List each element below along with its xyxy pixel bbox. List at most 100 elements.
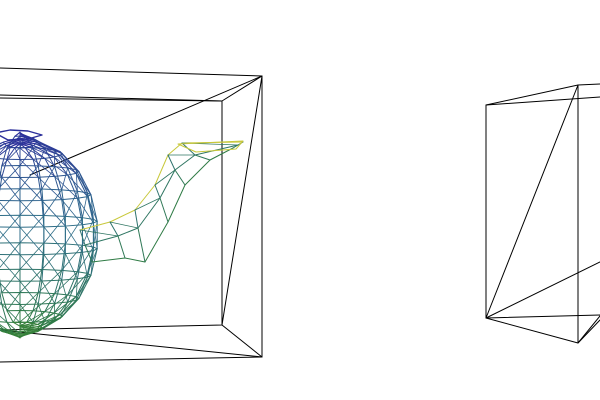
teapot-longitude-edge <box>32 147 39 167</box>
teapot-longitude-edge <box>6 135 16 149</box>
spout-ring-edge <box>84 244 93 263</box>
teapot-longitude-edge <box>53 156 69 176</box>
teapot-longitude-edge <box>61 297 80 318</box>
teapot-diagonal-edge <box>41 166 56 190</box>
teapot-longitude-edge <box>37 280 43 305</box>
teapot-diagonal-edge <box>61 244 83 271</box>
teapot-diagonal-edge <box>6 158 21 178</box>
teapot-longitude-edge <box>32 311 46 324</box>
teapot-diagonal-edge <box>44 294 69 313</box>
teapot-diagonal-edge <box>0 328 8 334</box>
teapot-longitude-edge <box>44 148 56 168</box>
bbox-diagonal <box>221 75 263 326</box>
teapot-longitude-edge <box>67 271 78 296</box>
teapot-diagonal-edge <box>1 303 21 323</box>
bbox-edge <box>221 75 263 102</box>
teapot-longitude-edge <box>6 321 14 335</box>
teapot-diagonal-edge <box>87 248 98 274</box>
teapot-diagonal-edge <box>61 279 69 303</box>
teapot-longitude-edge <box>35 143 61 156</box>
bbox-diagonal <box>0 329 263 358</box>
bbox-diagonal <box>29 75 263 176</box>
teapot-longitude-edge <box>78 171 92 196</box>
teapot-longitude-edge <box>26 310 34 323</box>
teapot-longitude-edge <box>86 196 94 224</box>
teapot-longitude-edge <box>41 188 45 217</box>
teapot-longitude-edge <box>67 167 78 192</box>
spout-ring-edge <box>137 227 146 263</box>
spout-tip <box>177 140 244 153</box>
teapot-diagonal-edge <box>0 202 21 228</box>
teapot-diagonal-edge <box>54 271 78 295</box>
spout-middle-curve <box>84 144 239 246</box>
teapot-diagonal-edge <box>67 174 88 198</box>
teapot-longitude-edge <box>0 145 8 150</box>
teapot-diagonal-edge <box>19 177 43 201</box>
spout-ring-edge <box>232 144 239 149</box>
teapot-diagonal-edge <box>41 280 56 304</box>
teapot-longitude-edge <box>44 293 56 313</box>
teapot-diagonal-edge <box>19 147 34 166</box>
teapot-diagonal-edge <box>19 322 34 327</box>
teapot-diagonal-edge <box>19 135 26 148</box>
teapot-longitude-edge <box>0 289 3 305</box>
teapot-longitude-edge <box>61 189 66 217</box>
teapot-diagonal-edge <box>6 321 21 335</box>
teapot-diagonal-edge <box>64 217 83 245</box>
cube-diagonal <box>485 84 579 319</box>
teapot-longitude-edge <box>32 292 39 312</box>
teapot-diagonal-edge <box>19 292 39 311</box>
teapot-diagonal-edge <box>19 147 34 160</box>
teapot-longitude-edge <box>9 142 21 148</box>
teapot-spout-wireframe <box>79 140 244 263</box>
teapot-diagonal-edge <box>6 146 11 160</box>
teapot-diagonal-edge <box>77 246 94 273</box>
spout-ring-edge <box>194 154 211 161</box>
teapot-diagonal-edge <box>64 190 78 217</box>
teapot-longitude-edge <box>1 158 8 178</box>
teapot-longitude-edge <box>61 199 66 227</box>
teapot-longitude-edge <box>24 135 34 149</box>
teapot-longitude-edge <box>59 296 77 316</box>
teapot-diagonal-edge <box>0 282 21 305</box>
teapot-diagonal-edge <box>19 304 34 323</box>
teapot-diagonal-edge <box>19 188 43 216</box>
teapot-diagonal-edge <box>14 147 21 160</box>
spout-ring-edge <box>79 229 86 246</box>
teapot-longitude-edge <box>67 278 78 303</box>
teapot-longitude-edge <box>78 274 92 299</box>
spout-diagonal-edge <box>154 169 176 186</box>
teapot-longitude-edge <box>75 169 88 194</box>
teapot-longitude-edge <box>37 165 43 190</box>
teapot-diagonal-edge <box>41 243 66 270</box>
teapot-diagonal-edge <box>82 192 88 219</box>
teapot-longitude-edge <box>19 131 26 137</box>
teapot-longitude-edge <box>61 253 66 281</box>
teapot-longitude-edge <box>90 194 98 222</box>
teapot-longitude-edge <box>0 165 3 181</box>
teapot-diagonal-edge <box>0 145 8 154</box>
teapot-diagonal-edge <box>43 226 66 255</box>
teapot-longitude-edge <box>59 151 77 171</box>
cube-edge-bottom-left <box>485 317 579 344</box>
spout-ring-edge <box>134 209 139 229</box>
teapot-diagonal-edge <box>90 250 94 276</box>
teapot-diagonal-edge <box>12 333 21 339</box>
teapot-diagonal-edge <box>0 165 21 188</box>
teapot-longitude-edge <box>29 136 46 150</box>
teapot-diagonal-edge <box>0 214 21 240</box>
teapot-longitude-edge <box>54 279 63 304</box>
teapot-diagonal-edge <box>0 143 5 148</box>
cube-diagonal <box>485 261 600 319</box>
teapot-diagonal-edge <box>0 242 21 268</box>
teapot-diagonal-edge <box>1 268 21 294</box>
teapot-longitude-edge <box>54 166 63 191</box>
teapot-diagonal-edge <box>67 272 88 296</box>
spout-ring-edge <box>174 169 186 186</box>
teapot-longitude-edge <box>86 192 94 220</box>
teapot-diagonal-edge <box>37 314 61 325</box>
teapot-longitude-edge <box>0 146 11 156</box>
teapot-longitude-edge <box>86 250 94 278</box>
